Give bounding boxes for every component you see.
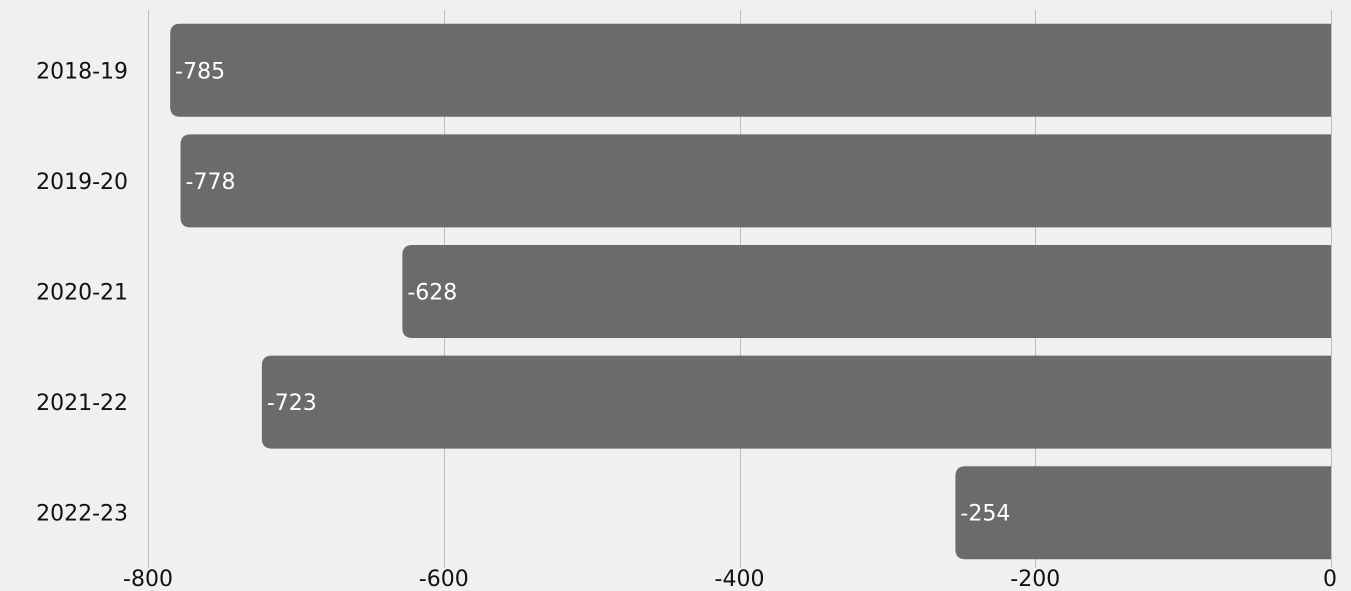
category-axis-labels: 2018-19 2019-20 2020-21 2021-22 2022-23	[36, 59, 128, 526]
bar-2020-21	[402, 245, 1332, 338]
x-tick-label: -200	[1010, 567, 1060, 591]
bars	[170, 23, 1332, 560]
data-label-2021-22: -723	[267, 391, 317, 416]
category-label-2018-19: 2018-19	[36, 59, 128, 84]
x-tick-label: -400	[715, 567, 765, 591]
category-label-2022-23: 2022-23	[36, 502, 128, 527]
data-label-2019-20: -778	[186, 170, 236, 195]
data-label-2020-21: -628	[407, 281, 457, 306]
bar-2019-20	[180, 134, 1332, 228]
category-label-2019-20: 2019-20	[36, 170, 128, 195]
x-tick-label: -600	[419, 567, 469, 591]
value-axis-ticks: -800 -600 -400 -200 0	[123, 567, 1337, 591]
bar-2022-23	[955, 466, 1331, 560]
data-labels: -785 -778 -628 -723 -254	[175, 59, 1010, 526]
category-label-2021-22: 2021-22	[36, 391, 128, 416]
category-label-2020-21: 2020-21	[36, 281, 128, 306]
x-tick-label: 0	[1323, 567, 1337, 591]
data-label-2022-23: -254	[960, 502, 1010, 527]
bar-2021-22	[261, 355, 1331, 449]
x-tick-label: -800	[123, 567, 173, 591]
data-label-2018-19: -785	[175, 59, 225, 84]
bar-2018-19	[170, 23, 1331, 117]
